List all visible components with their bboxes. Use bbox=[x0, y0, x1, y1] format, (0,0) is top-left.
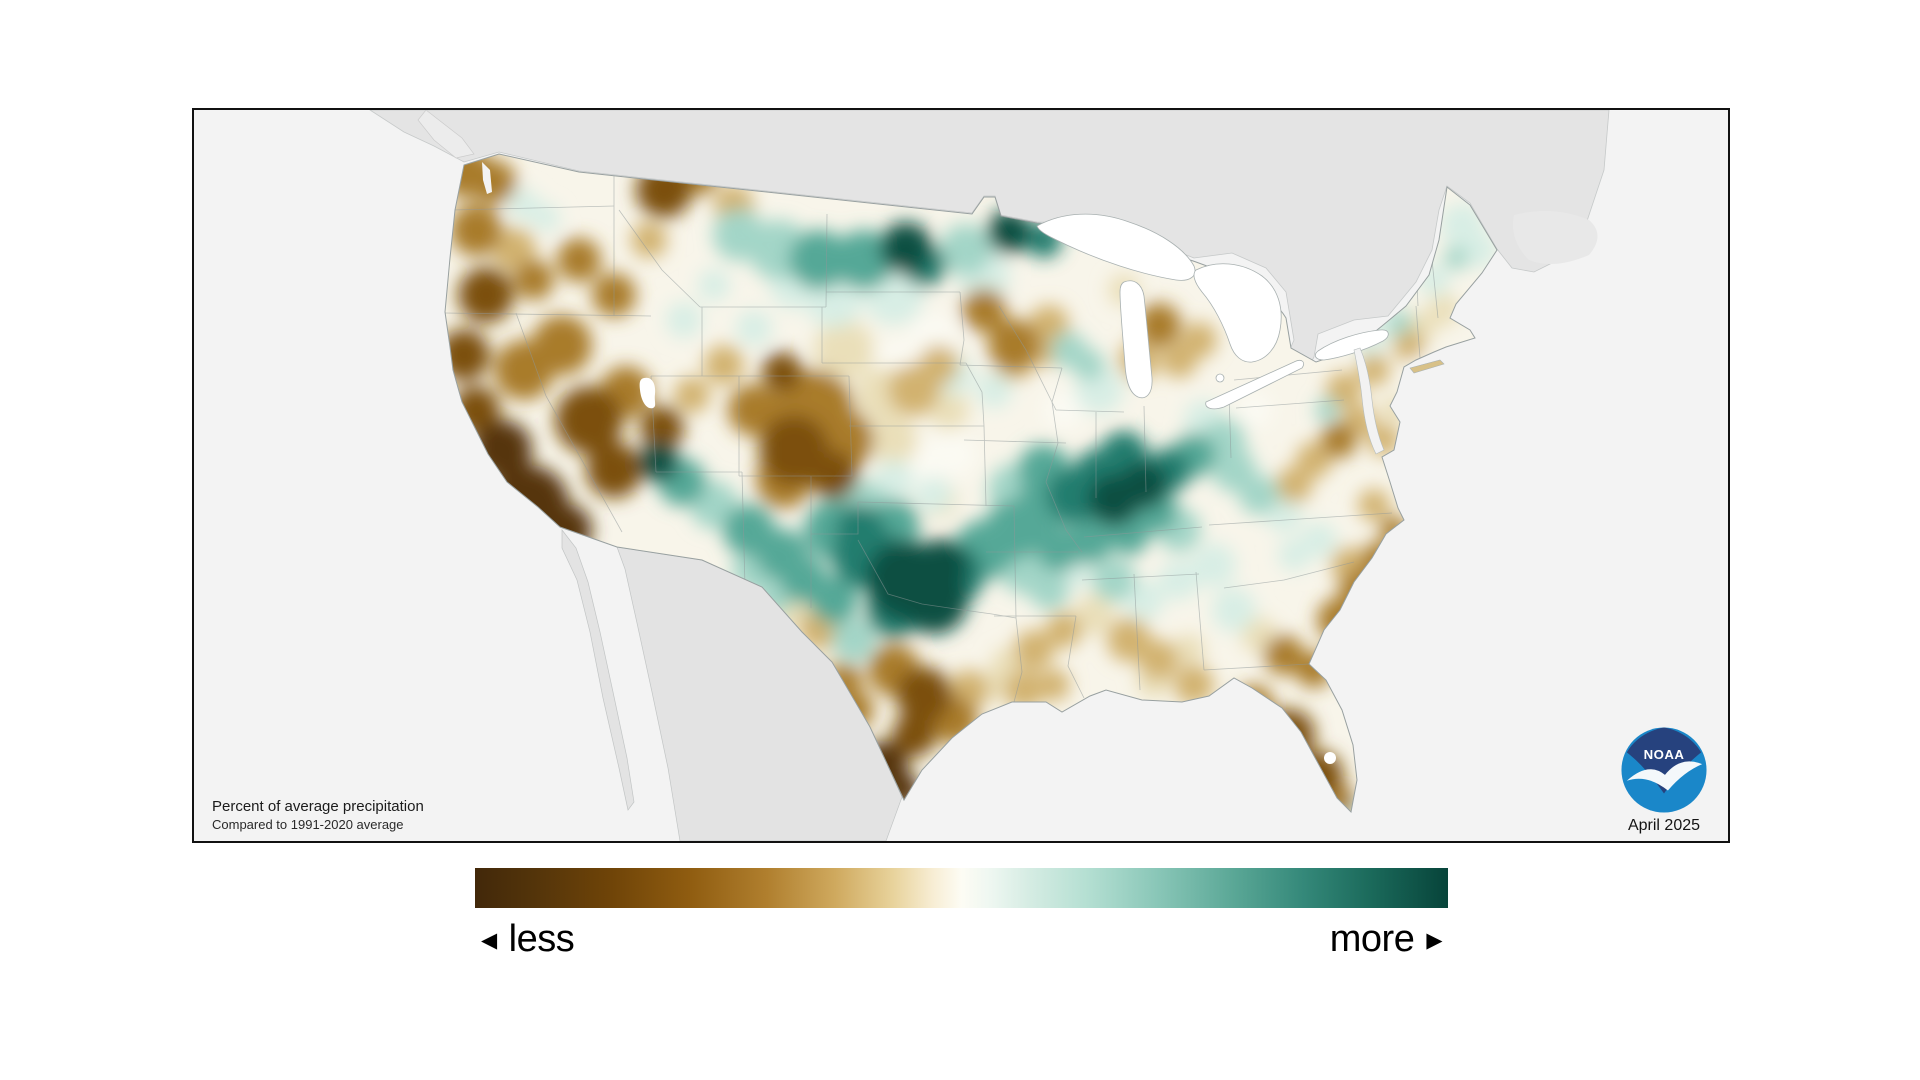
vancouver-island bbox=[417, 110, 475, 159]
noaa-logo: NOAA bbox=[1621, 727, 1707, 813]
lake-erie bbox=[1205, 360, 1304, 410]
map-caption: Percent of average precipitation Compare… bbox=[212, 798, 424, 833]
lake-superior bbox=[1036, 213, 1196, 281]
puget-sound bbox=[482, 162, 492, 194]
caption-subtitle: Compared to 1991-2020 average bbox=[212, 816, 404, 832]
lake-huron bbox=[1193, 263, 1282, 363]
legend-less-label: less bbox=[508, 917, 575, 960]
great-lakes bbox=[1036, 213, 1389, 410]
precipitation-anomaly-field bbox=[445, 154, 1497, 812]
baja-california-landmass bbox=[561, 528, 635, 811]
conus-precipitation-map bbox=[369, 110, 1610, 841]
legend-gradient-bar bbox=[475, 868, 1448, 908]
map-date: April 2025 bbox=[1627, 817, 1701, 834]
caption-title: Percent of average precipitation bbox=[212, 798, 424, 815]
precipitation-map-panel: Percent of average precipitation Compare… bbox=[192, 108, 1730, 843]
legend-more: more ▶ bbox=[1329, 917, 1443, 961]
legend-labels: ◀ less more ▶ bbox=[475, 908, 1448, 970]
long-island bbox=[1409, 359, 1445, 374]
lake-okeechobee bbox=[1324, 752, 1336, 764]
noaa-logo-text: NOAA bbox=[1644, 747, 1685, 762]
right-arrow-icon: ▶ bbox=[1426, 928, 1442, 952]
nova-scotia-landmass bbox=[1513, 211, 1598, 264]
chesapeake-bay bbox=[1353, 347, 1385, 455]
attribution-block: NOAA April 2025 bbox=[1614, 726, 1714, 835]
lake-ontario bbox=[1314, 329, 1389, 361]
lake-michigan bbox=[1119, 280, 1153, 399]
state-boundaries bbox=[445, 160, 1439, 703]
left-arrow-icon: ◀ bbox=[481, 928, 497, 952]
legend-less: ◀ less bbox=[481, 917, 575, 961]
lake-st-clair bbox=[1215, 373, 1225, 383]
legend-more-label: more bbox=[1329, 917, 1415, 960]
great-salt-lake bbox=[639, 377, 656, 409]
